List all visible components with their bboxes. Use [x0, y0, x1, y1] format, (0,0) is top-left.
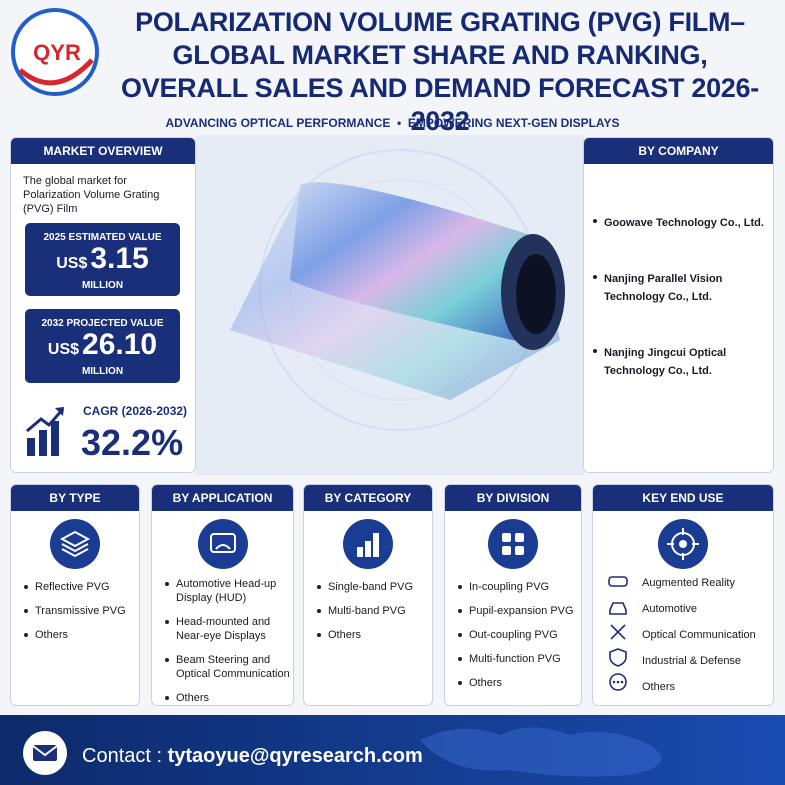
item: Out-coupling PVG	[457, 628, 581, 642]
company: Nanjing Jingcui Optical Technology Co., …	[592, 344, 767, 380]
panel-header: MARKET OVERVIEW	[11, 138, 195, 164]
item: Others	[23, 628, 138, 642]
icon	[488, 519, 538, 569]
panel-header: BY APPLICATION	[152, 485, 293, 511]
cagr-label: CAGR (2026-2032)	[83, 404, 188, 418]
value-label: 2032 PROJECTED VALUE	[41, 318, 164, 329]
value: US$ 3.15	[25, 243, 180, 280]
description: The global market for Polarization Volum…	[23, 175, 160, 215]
item: Single-band PVG	[316, 580, 431, 594]
contact: Contact : tytaoyue@qyresearch.com	[82, 745, 423, 768]
item: Automotive	[642, 603, 698, 615]
company-panel: BY COMPANY Goowave Technology Co., Ltd. …	[583, 137, 774, 473]
list: Single-band PVG Multi-band PVG Others	[316, 580, 431, 652]
end-use-panel: KEY END USE Augmented Reality Automotive…	[592, 484, 774, 706]
currency: US$	[56, 255, 88, 272]
panel-header: BY COMPANY	[584, 138, 773, 164]
growth-icon	[26, 407, 65, 456]
amount: 26.10	[82, 328, 158, 361]
company-list: Goowave Technology Co., Ltd. Nanjing Par…	[592, 214, 767, 380]
list: In-coupling PVG Pupil-expansion PVG Out-…	[457, 580, 581, 700]
title: POLARIZATION VOLUME GRATING (PVG) FILM– …	[100, 6, 780, 138]
item: Industrial & Defense	[642, 655, 742, 667]
item: Reflective PVG	[23, 580, 138, 594]
tagline: ADVANCING OPTICAL PERFORMANCE • EMPOWERI…	[165, 116, 620, 130]
list: Automotive Head-up Display (HUD) Head-mo…	[164, 577, 292, 705]
panel-header: BY DIVISION	[445, 485, 581, 511]
item: Augmented Reality	[642, 577, 735, 589]
projected-box: 2032 PROJECTED VALUE US$ 26.10 MILLION	[25, 309, 180, 383]
contact-label: Contact :	[82, 745, 163, 767]
item: Others	[316, 628, 431, 642]
title-line: OVERALL SALES AND DEMAND FORECAST 2026-2…	[121, 73, 759, 136]
icon	[197, 519, 248, 569]
icon	[343, 519, 393, 569]
market-overview-panel: MARKET OVERVIEW The global market for Po…	[10, 137, 196, 473]
panel-header: BY TYPE	[11, 485, 139, 511]
cagr-value: 32.2%	[81, 422, 184, 463]
application-panel: BY APPLICATION Automotive Head-up Displa…	[151, 484, 294, 706]
value-label: 2025 ESTIMATED VALUE	[43, 232, 162, 243]
unit: MILLION	[81, 280, 124, 291]
estimated-box: 2025 ESTIMATED VALUE US$ 3.15 MILLION	[25, 223, 180, 296]
title-line: POLARIZATION VOLUME GRATING (PVG) FILM–	[135, 7, 745, 37]
unit: MILLION	[81, 366, 124, 377]
panel-header: BY CATEGORY	[304, 485, 432, 511]
icon	[50, 519, 100, 569]
item: Others	[457, 676, 581, 690]
company: Nanjing Parallel Vision Technology Co., …	[592, 270, 767, 306]
item: Optical Communication	[642, 629, 756, 641]
logo: QYR	[33, 40, 81, 65]
icon	[658, 519, 708, 569]
contact-email: tytaoyue@qyresearch.com	[167, 745, 423, 767]
category-panel: BY CATEGORY Single-band PVG Multi-band P…	[303, 484, 433, 706]
item: Beam Steering and Optical Communication	[164, 653, 292, 681]
end-use-icons	[608, 576, 628, 691]
item: Multi-function PVG	[457, 652, 581, 666]
title-line: GLOBAL MARKET SHARE AND RANKING,	[172, 40, 708, 70]
currency: US$	[47, 341, 80, 358]
division-panel: BY DIVISION In-coupling PVG Pupil-expans…	[444, 484, 582, 706]
company: Goowave Technology Co., Ltd.	[592, 214, 767, 232]
list: Augmented Reality Automotive Optical Com…	[608, 576, 773, 705]
value: US$ 26.10	[25, 329, 180, 366]
item: Multi-band PVG	[316, 604, 431, 618]
item: Others	[642, 681, 676, 693]
item: Others	[164, 691, 292, 705]
item: Head-mounted and Near-eye Displays	[164, 615, 292, 643]
item: Automotive Head-up Display (HUD)	[164, 577, 292, 605]
amount: 3.15	[90, 242, 149, 275]
type-panel: BY TYPE Reflective PVG Transmissive PVG …	[10, 484, 140, 706]
item: In-coupling PVG	[457, 580, 581, 594]
item: Transmissive PVG	[23, 604, 138, 618]
item: Pupil-expansion PVG	[457, 604, 581, 618]
panel-header: KEY END USE	[593, 485, 773, 511]
list: Reflective PVG Transmissive PVG Others	[23, 580, 138, 652]
